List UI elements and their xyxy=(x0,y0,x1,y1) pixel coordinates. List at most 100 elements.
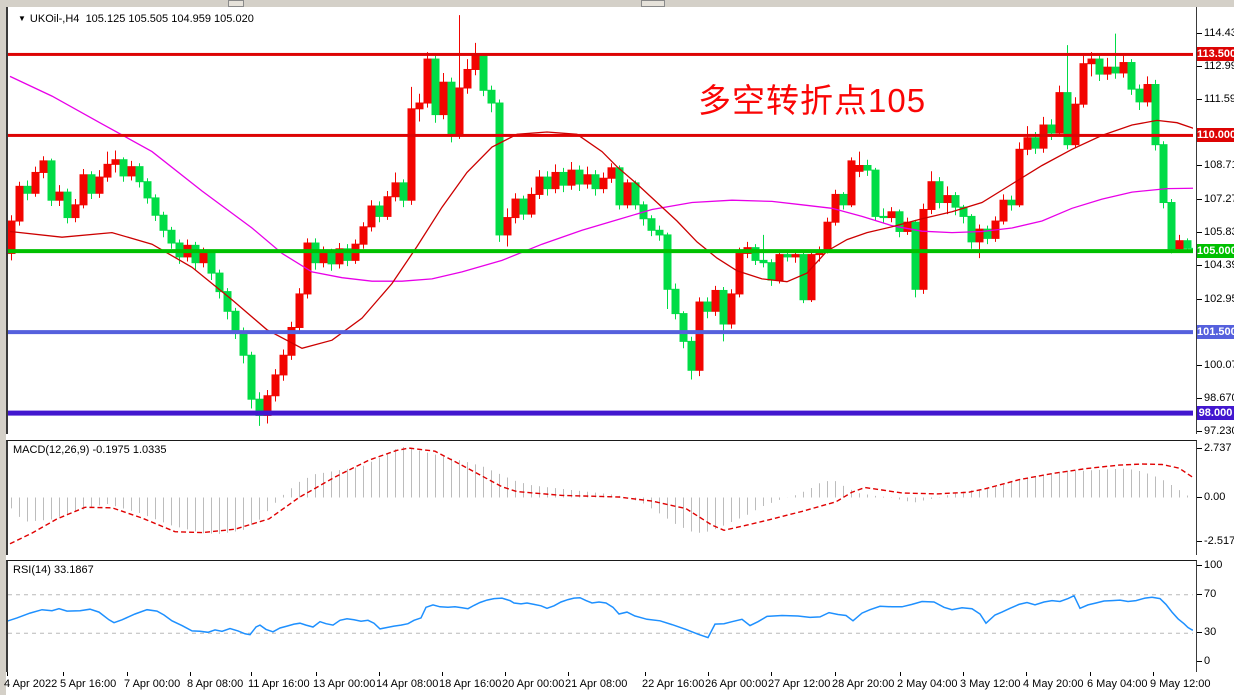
time-axis-label: 4 May 20:00 xyxy=(1023,678,1084,690)
y-axis-tick-label: 114.430 xyxy=(1204,26,1234,39)
y-axis-tick xyxy=(1197,198,1202,200)
time-axis-tick xyxy=(379,672,380,676)
time-axis-tick xyxy=(1090,672,1091,676)
rsi-axis-tick xyxy=(1197,661,1202,663)
y-axis-tick-label: 104.390 xyxy=(1204,259,1234,272)
time-axis-label: 28 Apr 20:00 xyxy=(832,678,895,690)
time-axis-label: 7 Apr 00:00 xyxy=(124,678,181,690)
y-axis-tick xyxy=(1197,265,1202,267)
time-axis-tick xyxy=(1026,672,1027,676)
macd-canvas[interactable] xyxy=(8,441,1193,554)
ohlc-close: 105.020 xyxy=(214,13,254,25)
rsi-axis-tick xyxy=(1197,593,1202,595)
time-axis-tick xyxy=(963,672,964,676)
time-axis-tick xyxy=(505,672,506,676)
time-axis-tick xyxy=(7,672,8,676)
time-axis-label: 2 May 04:00 xyxy=(897,678,958,690)
main-price-panel[interactable]: ▼ UKOil-,H4 105.125 105.505 104.959 105.0… xyxy=(6,7,1197,435)
y-axis-tick-label: 105.830 xyxy=(1204,225,1234,238)
y-axis-tick xyxy=(1197,430,1202,432)
annotation-text[interactable]: 多空转折点105 xyxy=(698,82,927,119)
macd-values: -0.1975 1.0335 xyxy=(92,444,167,456)
time-axis-label: 11 Apr 16:00 xyxy=(248,678,310,690)
time-axis-label: 26 Apr 00:00 xyxy=(705,678,768,690)
time-axis-tick xyxy=(251,672,252,676)
y-axis-tick-label: 97.230 xyxy=(1204,424,1234,437)
panel-separator[interactable] xyxy=(6,434,1197,439)
macd-label: MACD(12,26,9) -0.1975 1.0335 xyxy=(13,444,167,456)
price-level-badge: 110.000 xyxy=(1197,128,1234,143)
rsi-value: 33.1867 xyxy=(53,564,94,576)
macd-axis-tick-label: 2.737 xyxy=(1204,441,1232,454)
y-axis-tick xyxy=(1197,66,1202,68)
y-axis-tick xyxy=(1197,365,1202,367)
rsi-axis-tick xyxy=(1197,564,1202,566)
rsi-axis-tick xyxy=(1197,632,1202,634)
time-axis-label: 5 Apr 16:00 xyxy=(60,678,117,690)
time-axis-label: 20 Apr 00:00 xyxy=(502,678,565,690)
time-axis[interactable] xyxy=(6,672,1234,695)
panel-separator[interactable] xyxy=(6,555,1197,560)
y-axis-tick xyxy=(1197,32,1202,34)
macd-axis-tick-label: 0.00 xyxy=(1204,490,1226,503)
rsi-axis-tick-label: 70 xyxy=(1204,587,1217,600)
symbol-dropdown-icon[interactable]: ▼ xyxy=(18,14,26,23)
rsi-canvas[interactable] xyxy=(8,561,1193,671)
time-axis-tick xyxy=(63,672,64,676)
time-axis-tick xyxy=(1153,672,1154,676)
time-axis-label: 22 Apr 16:00 xyxy=(642,678,705,690)
rsi-label: RSI(14) 33.1867 xyxy=(13,564,94,576)
y-axis-tick-label: 111.590 xyxy=(1204,92,1234,105)
y-axis-tick-label: 102.950 xyxy=(1204,292,1234,305)
price-level-badge: 101.500 xyxy=(1197,325,1234,340)
time-axis-label: 18 Apr 16:00 xyxy=(439,678,502,690)
time-axis-tick xyxy=(442,672,443,676)
time-axis-tick xyxy=(645,672,646,676)
rsi-axis-tick-label: 0 xyxy=(1204,655,1211,668)
ohlc-low: 104.959 xyxy=(171,13,211,25)
symbol-period-label: UKOil-,H4 xyxy=(29,13,80,25)
time-axis-label: 14 Apr 08:00 xyxy=(376,678,439,690)
time-axis-label: 13 Apr 00:00 xyxy=(313,678,376,690)
price-level-badge: 113.500 xyxy=(1197,47,1234,62)
macd-indicator-panel[interactable]: MACD(12,26,9) -0.1975 1.0335 xyxy=(6,440,1197,557)
time-axis-tick xyxy=(316,672,317,676)
ohlc-open: 105.125 xyxy=(85,13,126,25)
price-level-badge: 98.000 xyxy=(1197,406,1234,421)
time-axis-label: 3 May 12:00 xyxy=(960,678,1021,690)
y-axis-tick-label: 108.710 xyxy=(1204,159,1234,172)
time-axis-tick xyxy=(900,672,901,676)
y-axis-tick-label: 112.990 xyxy=(1204,60,1234,73)
time-axis-tick xyxy=(835,672,836,676)
y-axis-tick xyxy=(1197,397,1202,399)
y-axis-tick-label: 107.270 xyxy=(1204,192,1234,205)
macd-axis-tick xyxy=(1197,541,1202,543)
time-axis-tick xyxy=(568,672,569,676)
main-chart-canvas[interactable] xyxy=(8,7,1193,433)
time-axis-label: 9 May 12:00 xyxy=(1150,678,1211,690)
window-tab-artifact xyxy=(641,0,665,7)
price-axis[interactable] xyxy=(1197,7,1234,672)
time-axis-tick xyxy=(771,672,772,676)
y-axis-tick xyxy=(1197,98,1202,100)
time-axis-label: 27 Apr 12:00 xyxy=(768,678,831,690)
macd-axis-tick xyxy=(1197,447,1202,449)
time-axis-tick xyxy=(190,672,191,676)
ohlc-high: 105.505 xyxy=(128,13,169,25)
time-axis-tick xyxy=(127,672,128,676)
chart-title: ▼ UKOil-,H4 105.125 105.505 104.959 105.0… xyxy=(18,13,254,25)
rsi-axis-tick-label: 100 xyxy=(1204,558,1223,571)
time-axis-label: 21 Apr 08:00 xyxy=(565,678,628,690)
rsi-indicator-panel[interactable]: RSI(14) 33.1867 xyxy=(6,560,1197,674)
price-level-badge: 105.000 xyxy=(1197,244,1234,259)
y-axis-tick xyxy=(1197,231,1202,233)
macd-axis-tick xyxy=(1197,496,1202,498)
y-axis-tick xyxy=(1197,298,1202,300)
time-axis-tick xyxy=(708,672,709,676)
time-axis-label: 4 Apr 2022 xyxy=(4,678,58,690)
time-axis-label: 8 Apr 08:00 xyxy=(187,678,244,690)
window-tab-artifact xyxy=(228,0,244,7)
time-axis-label: 6 May 04:00 xyxy=(1087,678,1148,690)
y-axis-tick-label: 98.670 xyxy=(1204,391,1234,404)
